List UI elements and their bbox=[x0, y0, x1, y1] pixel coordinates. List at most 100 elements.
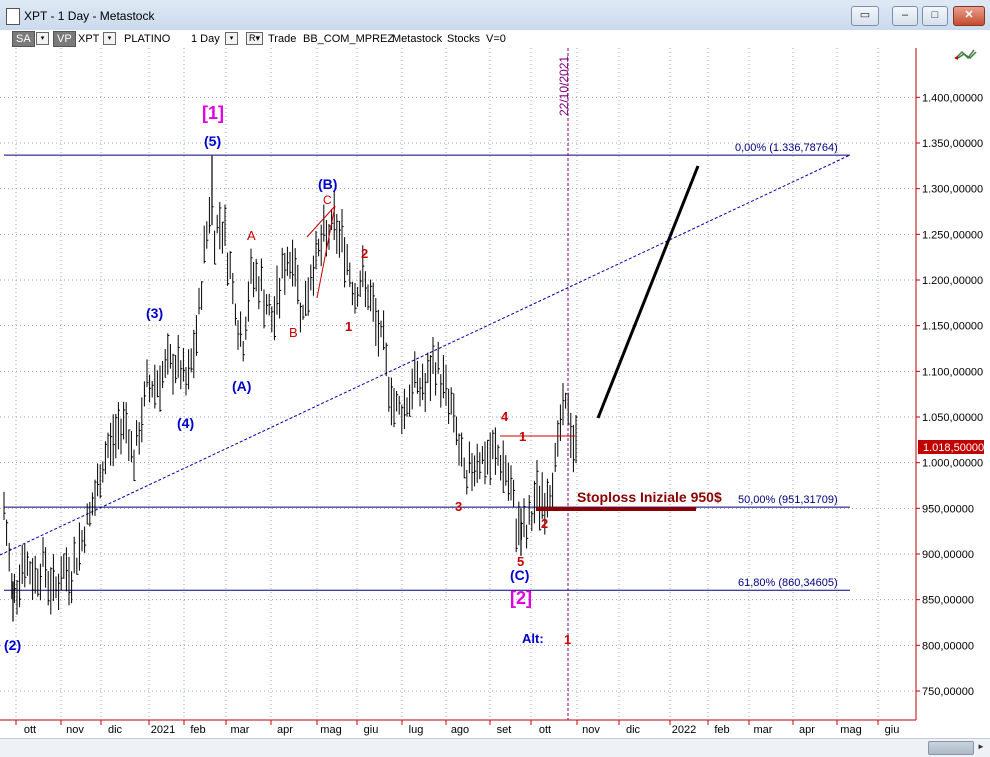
r-button[interactable]: R▾ bbox=[246, 32, 264, 45]
y-tick-label: 950,00000 bbox=[922, 503, 974, 515]
wave-label-4: (4) bbox=[177, 415, 194, 431]
scroll-right-icon[interactable]: ► bbox=[977, 742, 985, 751]
fib-label: 0,00% (1.336,78764) bbox=[735, 142, 838, 154]
x-tick-label: ott bbox=[539, 724, 551, 736]
grid bbox=[0, 48, 916, 720]
x-tick-label: dic bbox=[108, 724, 123, 736]
y-tick-label: 1.100,00000 bbox=[922, 366, 983, 378]
x-tick-label: apr bbox=[799, 724, 815, 736]
wave-label-1-minor: 1 bbox=[519, 429, 526, 444]
y-tick-label: 1.050,00000 bbox=[922, 412, 983, 424]
wave-label-3: (3) bbox=[146, 305, 163, 321]
x-tick-label: giu bbox=[364, 724, 379, 736]
wave-label-c: C bbox=[323, 193, 332, 207]
wave-label-b: B bbox=[289, 325, 298, 340]
y-tick-label: 1.000,00000 bbox=[922, 458, 983, 470]
minimize-button[interactable]: – bbox=[892, 6, 918, 26]
projection-line[interactable] bbox=[596, 165, 700, 419]
price-chart[interactable]: 1.400,00000 1.350,00000 1.300,00000 1.250,0… bbox=[0, 48, 990, 738]
last-price-value: 1.018,50000 bbox=[923, 442, 984, 454]
stoploss-label: Stoploss Iniziale 950$ bbox=[577, 489, 722, 505]
wave-label-2-major: [2] bbox=[510, 588, 532, 608]
scrollbar-thumb[interactable] bbox=[928, 741, 974, 755]
account-label: BB_COM_MPREZ bbox=[303, 33, 395, 45]
x-tick-label: ott bbox=[24, 724, 36, 736]
wave-label-4-minor: 4 bbox=[501, 409, 509, 424]
x-tick-label: nov bbox=[66, 724, 84, 736]
sa-button[interactable]: SA bbox=[12, 31, 35, 47]
wave-c-line bbox=[316, 205, 336, 299]
x-tick-label: feb bbox=[190, 724, 205, 736]
x-tick-label: mag bbox=[840, 724, 861, 736]
x-tick-label: mar bbox=[754, 724, 773, 736]
y-tick-label: 900,00000 bbox=[922, 549, 974, 561]
wave-label-2-paren: (2) bbox=[4, 637, 21, 653]
instrument-name: PLATINO bbox=[124, 33, 171, 45]
fib-label: 61,80% (860,34605) bbox=[738, 577, 838, 589]
last-price-tag bbox=[918, 440, 984, 454]
x-tick-label: mar bbox=[231, 724, 250, 736]
wave-label-c-paren: (C) bbox=[510, 567, 529, 583]
period-dropdown[interactable]: ▾ bbox=[225, 32, 238, 45]
y-tick-label: 1.300,00000 bbox=[922, 184, 983, 196]
wave-label-a: A bbox=[247, 228, 256, 243]
source-label: Metastock bbox=[392, 33, 443, 45]
y-tick-label: 1.150,00000 bbox=[922, 321, 983, 333]
price-bars bbox=[3, 155, 578, 622]
y-tick-label: 1.350,00000 bbox=[922, 138, 983, 150]
price-axis: 1.400,00000 1.350,00000 1.300,00000 1.250,0… bbox=[916, 92, 983, 698]
x-tick-label: mag bbox=[320, 724, 341, 736]
window-title: XPT - 1 Day - Metastock bbox=[24, 9, 155, 23]
x-tick-label: giu bbox=[885, 724, 900, 736]
app-icon bbox=[6, 8, 20, 25]
symbol-dropdown[interactable]: ▾ bbox=[103, 32, 116, 45]
x-tick-label: set bbox=[497, 724, 512, 736]
x-tick-label: lug bbox=[409, 724, 424, 736]
fibonacci-levels: 0,00% (1.336,78764) 50,00% (951,31709) 61,… bbox=[4, 142, 850, 591]
chart-background bbox=[0, 48, 990, 738]
wave-label-5-minor: 5 bbox=[517, 554, 524, 569]
y-tick-label: 1.400,00000 bbox=[922, 92, 983, 104]
wave-label-5: (5) bbox=[204, 133, 221, 149]
volume-label: V=0 bbox=[486, 33, 506, 45]
y-tick-label: 800,00000 bbox=[922, 640, 974, 652]
chart-area[interactable]: 1.400,00000 1.350,00000 1.300,00000 1.250,0… bbox=[0, 48, 990, 738]
y-tick-label: 750,00000 bbox=[922, 686, 974, 698]
trendline[interactable] bbox=[0, 154, 851, 556]
alt-wave-label: 1 bbox=[564, 632, 571, 647]
period-label: 1 Day bbox=[191, 33, 220, 45]
x-tick-label: ago bbox=[451, 724, 469, 736]
title-bar: XPT - 1 Day - Metastock ▭ – □ ✕ bbox=[0, 0, 990, 33]
category-label: Stocks bbox=[447, 33, 481, 45]
symbol-label: XPT bbox=[78, 33, 100, 45]
maximize-button[interactable]: □ bbox=[922, 6, 948, 26]
fib-label: 50,00% (951,31709) bbox=[738, 494, 838, 506]
wave-label-1-major: [1] bbox=[202, 103, 224, 123]
x-tick-label: dic bbox=[626, 724, 641, 736]
wave-label-3-minor: 3 bbox=[455, 499, 462, 514]
x-tick-label: apr bbox=[277, 724, 293, 736]
y-tick-label: 1.200,00000 bbox=[922, 275, 983, 287]
y-tick-label: 850,00000 bbox=[922, 595, 974, 607]
chart-tools-icon[interactable] bbox=[954, 49, 977, 60]
x-tick-label: 2021 bbox=[151, 724, 175, 736]
wave-b-line bbox=[306, 205, 336, 238]
x-tick-label: 2022 bbox=[672, 724, 696, 736]
horizontal-scrollbar[interactable] bbox=[0, 738, 990, 757]
wave-label-2-minor: 2 bbox=[541, 516, 548, 531]
restore-chart-button[interactable]: ▭ bbox=[851, 6, 879, 26]
wave-label-b-paren: (B) bbox=[318, 176, 337, 192]
close-button[interactable]: ✕ bbox=[953, 6, 985, 26]
date-vline-label: 22/10/2021 bbox=[557, 56, 571, 116]
x-tick-label: feb bbox=[714, 724, 729, 736]
alt-label: Alt: bbox=[522, 631, 544, 646]
x-tick-label: nov bbox=[582, 724, 600, 736]
time-axis: ott nov dic 2021 feb mar apr mag giu lug ago set ott… bbox=[15, 720, 900, 736]
trade-label[interactable]: Trade bbox=[268, 33, 297, 45]
sa-dropdown[interactable]: ▾ bbox=[36, 32, 49, 45]
wave-label-a-paren: (A) bbox=[232, 378, 251, 394]
wave-label-1: 1 bbox=[345, 319, 352, 334]
wave-label-2: 2 bbox=[361, 246, 368, 261]
vp-button[interactable]: VP bbox=[53, 31, 76, 47]
y-tick-label: 1.250,00000 bbox=[922, 229, 983, 241]
